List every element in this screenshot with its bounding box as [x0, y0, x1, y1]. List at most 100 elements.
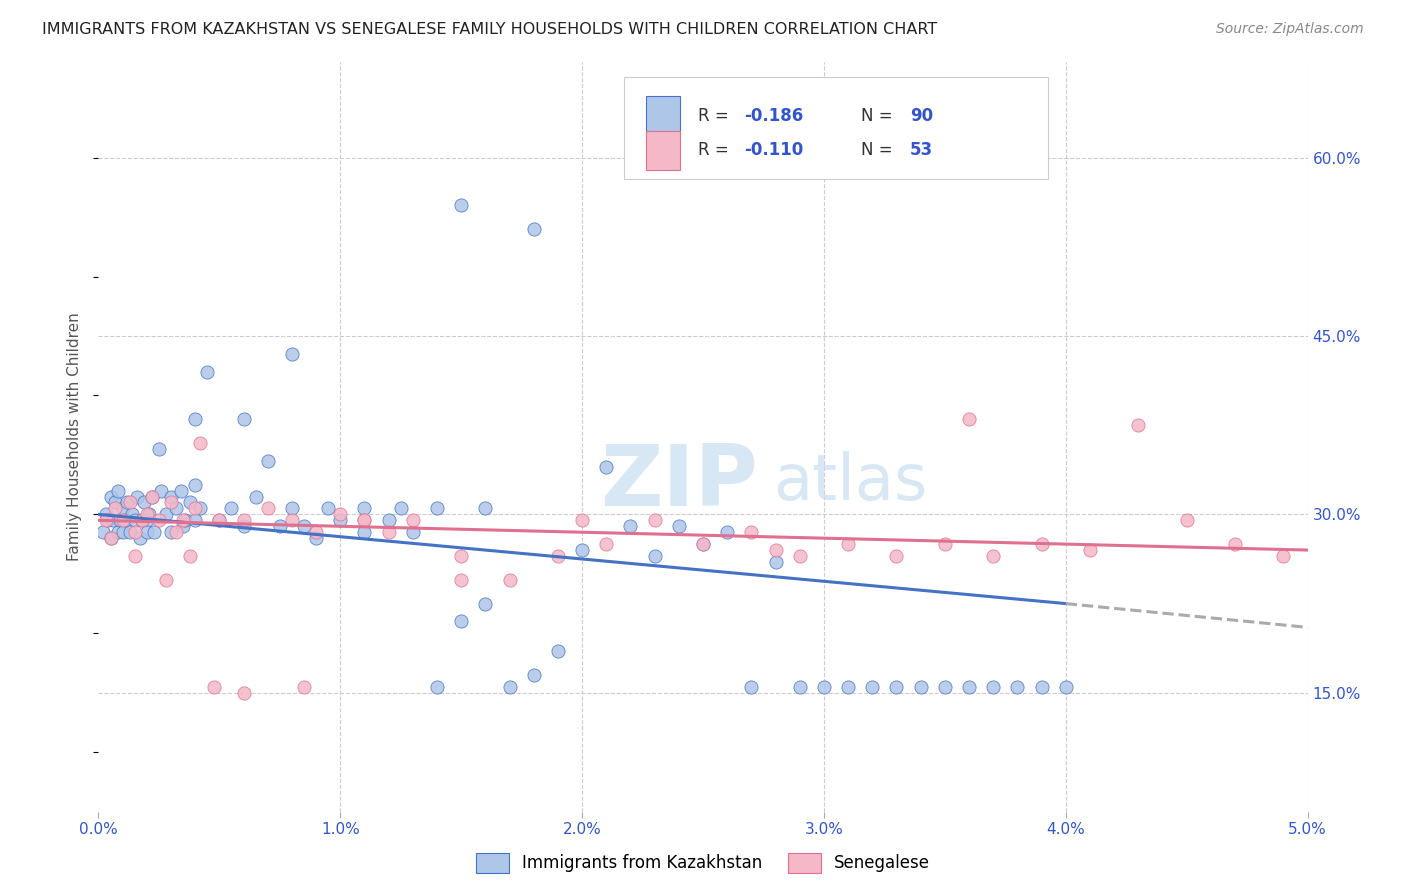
Point — [188, 436, 211, 450]
Point — [124, 513, 146, 527]
Point — [100, 531, 122, 545]
Point — [188, 501, 211, 516]
Point — [1031, 537, 1053, 551]
Point — [134, 495, 156, 509]
Point — [450, 198, 472, 212]
Point — [195, 365, 218, 379]
Point — [595, 537, 617, 551]
Point — [1128, 418, 1150, 433]
Point — [1054, 680, 1077, 694]
Point — [179, 549, 201, 563]
Point — [256, 501, 278, 516]
Point — [104, 495, 127, 509]
Point — [1175, 513, 1198, 527]
Point — [571, 543, 593, 558]
Point — [305, 531, 328, 545]
Point — [450, 615, 472, 629]
Point — [377, 513, 399, 527]
Point — [716, 525, 738, 540]
Point — [143, 525, 166, 540]
Point — [353, 513, 375, 527]
Point — [619, 519, 641, 533]
Point — [934, 537, 956, 551]
Bar — [647, 96, 681, 136]
Point — [813, 680, 835, 694]
Text: N =: N = — [862, 141, 898, 160]
Point — [141, 490, 163, 504]
Point — [571, 513, 593, 527]
Point — [184, 477, 207, 491]
Point — [402, 513, 425, 527]
Point — [1031, 680, 1053, 694]
Point — [232, 513, 254, 527]
Point — [281, 501, 304, 516]
Point — [353, 501, 375, 516]
Point — [128, 531, 150, 545]
Point — [353, 513, 375, 527]
Text: atlas: atlas — [773, 451, 928, 513]
Point — [329, 513, 352, 527]
Point — [138, 508, 160, 522]
Point — [523, 668, 546, 682]
Point — [104, 501, 127, 516]
Point — [160, 495, 183, 509]
Point — [474, 501, 496, 516]
Point — [498, 680, 520, 694]
Point — [595, 459, 617, 474]
Point — [692, 537, 714, 551]
Point — [668, 519, 690, 533]
Point — [107, 483, 129, 498]
Text: -0.110: -0.110 — [744, 141, 803, 160]
Point — [957, 412, 980, 426]
Point — [118, 525, 141, 540]
Legend: Immigrants from Kazakhstan, Senegalese: Immigrants from Kazakhstan, Senegalese — [470, 847, 936, 880]
Point — [377, 525, 399, 540]
Point — [910, 680, 932, 694]
Point — [131, 513, 153, 527]
Point — [860, 680, 883, 694]
Point — [232, 686, 254, 700]
Point — [402, 525, 425, 540]
Point — [981, 549, 1004, 563]
Point — [148, 513, 170, 527]
Point — [179, 495, 201, 509]
Point — [148, 442, 170, 456]
Text: -0.186: -0.186 — [744, 107, 803, 125]
Point — [474, 597, 496, 611]
Point — [184, 513, 207, 527]
Bar — [647, 131, 681, 169]
Point — [118, 495, 141, 509]
Point — [221, 501, 243, 516]
Point — [184, 501, 207, 516]
Point — [94, 513, 117, 527]
Point — [292, 519, 315, 533]
Point — [426, 680, 449, 694]
Point — [1078, 543, 1101, 558]
Point — [127, 490, 149, 504]
Point — [184, 412, 207, 426]
Point — [316, 501, 339, 516]
Point — [169, 483, 191, 498]
Point — [886, 549, 908, 563]
Point — [1223, 537, 1246, 551]
Point — [450, 573, 472, 587]
Text: ZIP: ZIP — [600, 441, 758, 524]
Text: IMMIGRANTS FROM KAZAKHSTAN VS SENEGALESE FAMILY HOUSEHOLDS WITH CHILDREN CORRELA: IMMIGRANTS FROM KAZAKHSTAN VS SENEGALESE… — [42, 22, 938, 37]
Point — [91, 525, 114, 540]
Point — [94, 508, 117, 522]
Point — [789, 680, 811, 694]
Point — [100, 490, 122, 504]
Point — [172, 519, 194, 533]
Point — [150, 483, 173, 498]
Point — [111, 513, 134, 527]
Point — [450, 549, 472, 563]
Point — [523, 222, 546, 236]
Point — [765, 555, 787, 569]
Point — [740, 680, 762, 694]
Point — [135, 525, 157, 540]
Point — [789, 549, 811, 563]
Text: R =: R = — [699, 141, 734, 160]
Point — [232, 519, 254, 533]
Point — [101, 513, 124, 527]
Point — [740, 525, 762, 540]
